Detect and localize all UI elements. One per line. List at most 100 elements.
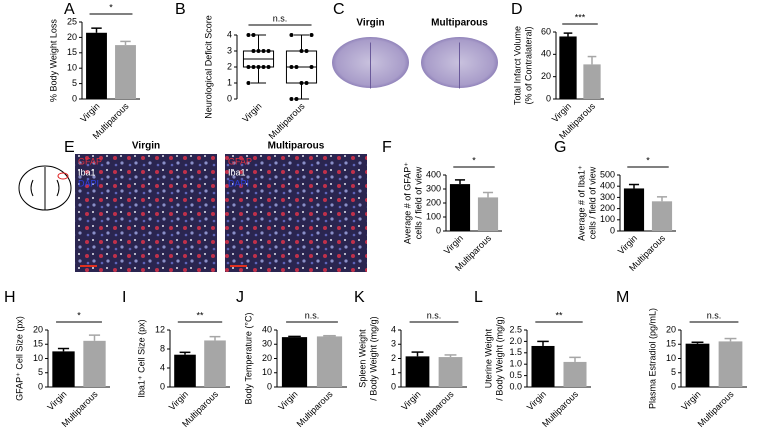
y-tick-label: 100 <box>600 214 615 224</box>
x-tick-label: Virgin <box>442 233 465 256</box>
y-axis-label: Body Temperature (°C) <box>243 313 253 405</box>
error-bar <box>444 354 457 358</box>
bar <box>583 64 601 99</box>
x-tick-label: Virgin <box>679 389 702 412</box>
point <box>289 33 294 37</box>
point <box>309 65 314 69</box>
y-tick-label: 1.5 <box>509 347 522 357</box>
y-tick-label: 0 <box>436 225 441 235</box>
y-tick-label: 2.5 <box>509 324 522 334</box>
bar <box>204 340 226 387</box>
point <box>289 65 294 69</box>
point <box>304 81 309 85</box>
y-tick-label: 8 <box>160 343 165 353</box>
error-bar <box>724 337 737 342</box>
bar <box>281 337 308 387</box>
error-bar <box>656 196 668 202</box>
y-tick-label: 0 <box>610 225 615 235</box>
y-tick-label: 15 <box>67 47 77 57</box>
panel-letter: J <box>236 289 244 306</box>
bar <box>438 357 463 387</box>
y-tick-label: 4 <box>391 324 396 334</box>
y-axis-label: cells / field of view <box>587 166 597 239</box>
point <box>266 65 271 69</box>
channel-label: GFAP <box>228 156 252 166</box>
error-bar <box>587 55 597 65</box>
image-label: Virgin <box>356 18 384 29</box>
significance-label: * <box>109 2 113 12</box>
panel-letter: A <box>64 1 75 18</box>
y-axis-label: / Body Weight (mg/g) <box>368 316 378 400</box>
error-bar <box>628 183 640 189</box>
y-tick-label: 0.0 <box>509 381 522 391</box>
x-tick-label: Virgin <box>276 389 299 412</box>
x-tick-label: Virgin <box>167 389 190 412</box>
point <box>246 33 251 37</box>
y-tick-label: 200 <box>426 197 441 207</box>
panel-letter: K <box>354 289 365 306</box>
brain-schematic <box>18 165 72 211</box>
bar <box>449 184 471 231</box>
y-tick-label: 1 <box>391 367 396 377</box>
y-tick-label: 40 <box>541 49 551 59</box>
panel-letter: B <box>175 1 186 18</box>
x-tick-label: Virgin <box>525 389 548 412</box>
x-tick-label: Multiparous <box>295 389 335 429</box>
image-label: Multiparous <box>268 141 325 152</box>
y-tick-label: 20 <box>541 71 551 81</box>
y-tick-label: 200 <box>600 203 615 213</box>
image-label: Virgin <box>132 141 160 152</box>
image-label: Multiparous <box>431 18 488 29</box>
panel-letter: H <box>4 289 16 306</box>
panel-letter: I <box>122 289 126 306</box>
error-bar <box>482 191 494 198</box>
y-tick-label: 0 <box>671 381 676 391</box>
y-axis-label: Uterine Weight <box>483 328 493 388</box>
y-tick-label: 10 <box>67 63 77 73</box>
y-tick-label: 1.0 <box>509 359 522 369</box>
x-tick-label: Multiparous <box>416 389 456 429</box>
panel-letter: G <box>554 139 566 156</box>
point <box>299 81 304 85</box>
y-tick-label: 20 <box>33 324 43 334</box>
y-tick-label: 30 <box>262 339 272 349</box>
bar <box>623 188 645 231</box>
y-axis-label: Total Infarct Volume <box>512 26 522 105</box>
channel-label: DAPI <box>78 178 99 188</box>
y-axis-label: (% of Contralateral) <box>523 26 533 104</box>
y-tick-label: 0.5 <box>509 370 522 380</box>
point <box>289 97 294 101</box>
significance-label: ** <box>196 310 204 320</box>
y-tick-label: 40 <box>262 324 272 334</box>
point <box>256 49 261 53</box>
y-tick-label: 5 <box>72 78 77 88</box>
y-tick-label: 10 <box>666 353 676 363</box>
y-tick-label: 0 <box>72 93 77 103</box>
y-axis-label: cells / field of view <box>413 166 423 239</box>
x-tick-label: Virgin <box>78 101 101 124</box>
bar <box>477 197 499 231</box>
significance-label: n.s. <box>427 310 442 320</box>
y-tick-label: 4 <box>160 362 165 372</box>
y-tick-label: 0 <box>391 381 396 391</box>
y-axis-label: Iba1⁺ Cell Size (px) <box>136 319 146 397</box>
y-tick-label: 300 <box>426 183 441 193</box>
point <box>251 33 256 37</box>
bar <box>531 345 555 387</box>
y-tick-label: 5 <box>38 367 43 377</box>
y-tick-label: 0 <box>546 93 551 103</box>
point <box>246 81 251 85</box>
error-bar <box>411 351 424 357</box>
bar <box>685 343 710 387</box>
error-bar <box>537 340 549 346</box>
point <box>251 65 256 69</box>
point <box>246 65 251 69</box>
y-tick-label: 0 <box>38 381 43 391</box>
significance-label: n.s. <box>273 13 288 23</box>
micrograph <box>225 154 367 272</box>
point <box>266 49 271 53</box>
bar <box>563 361 587 387</box>
point <box>256 65 261 69</box>
error-bar <box>288 335 301 338</box>
